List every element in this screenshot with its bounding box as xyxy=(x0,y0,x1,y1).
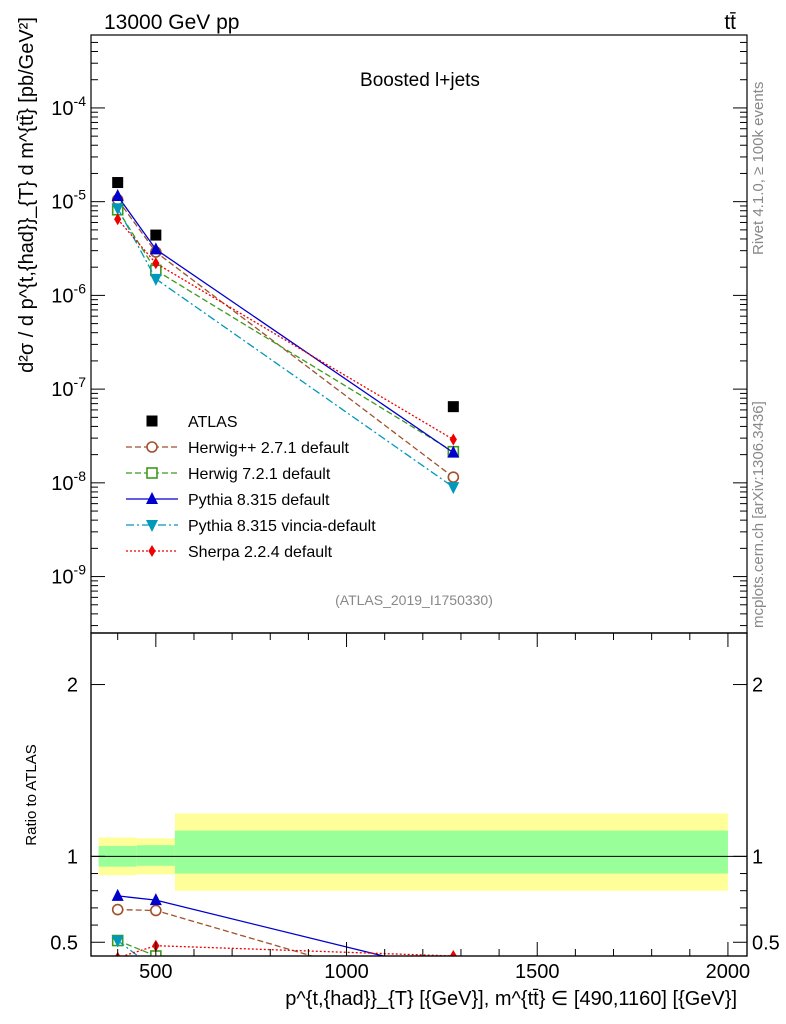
legend-marker-pythia-8-315-vincia-default xyxy=(146,520,158,532)
legend-label-herwig-7-2-1-default: Herwig 7.2.1 default xyxy=(188,466,331,483)
mcplots-label: mcplots.cern.ch [arXiv:1306.3436] xyxy=(750,401,767,628)
legend-marker-atlas xyxy=(146,415,158,427)
rivet-label: Rivet 4.1.0, ≥ 100k events xyxy=(750,82,767,255)
ratio-y-tick-label-right: 2 xyxy=(752,675,763,697)
y-tick-label: 10-6 xyxy=(51,280,86,307)
ratio-plot-frame xyxy=(90,632,748,957)
point-pythia-8-315-vincia-default-2 xyxy=(447,482,460,495)
main-series xyxy=(111,177,460,495)
point-atlas-2 xyxy=(447,401,459,413)
legend-marker-pythia-8-315-default xyxy=(146,492,158,504)
ratio-point-herwig-2-7-1-default-0 xyxy=(111,903,124,916)
main-y-axis-label: d²σ / d p^{t,{had}}_{T} d m^{tt̄} [pb/Ge… xyxy=(16,17,38,373)
ratio-y-tick-label-right: 1 xyxy=(752,846,763,868)
ratio-y-axis-label: Ratio to ATLAS xyxy=(23,744,40,845)
legend-label-herwig-2-7-1-default: Herwig++ 2.7.1 default xyxy=(188,440,350,457)
band-stat-1 xyxy=(136,845,175,866)
point-pythia-8-315-default-1 xyxy=(149,242,162,255)
legend-marker-herwig-2-7-1-default xyxy=(146,441,158,453)
point-pythia-8-315-vincia-default-0 xyxy=(111,203,124,216)
point-sherpa-2-2-4-default-1 xyxy=(152,257,160,270)
ratio-point-pythia-8-315-vincia-default-0 xyxy=(111,935,124,948)
ratio-line-sherpa-2-2-4-default xyxy=(120,945,454,956)
analysis-id: (ATLAS_2019_I1750330) xyxy=(335,592,493,608)
ratio-line-herwig-7-2-1-default xyxy=(117,939,169,956)
x-tick-label: 500 xyxy=(139,961,172,983)
plot-title: Boosted l+jets xyxy=(360,70,480,91)
ratio-point-herwig-7-2-1-default-2 xyxy=(448,966,458,976)
ratio-ticks xyxy=(91,633,747,956)
ratio-point-pythia-8-315-default-0 xyxy=(111,888,124,901)
energy-label: 13000 GeV pp xyxy=(104,11,239,34)
x-tick-label: 1500 xyxy=(515,961,560,983)
ratio-line-pythia-8-315-vincia-default xyxy=(117,940,139,956)
x-tick-label: 2000 xyxy=(706,961,751,983)
point-sherpa-2-2-4-default-0 xyxy=(114,213,122,226)
x-tick-label: 1000 xyxy=(324,961,369,983)
main-y-tick-labels: 10-9 10-8 10-7 10-6 10-5 10-4 xyxy=(51,93,86,589)
legend-label-pythia-8-315-vincia-default: Pythia 8.315 vincia-default xyxy=(188,518,376,535)
x-axis-label: p^{t,{had}}_{T} [{GeV}], m^{tt̄} ∈ [490,… xyxy=(285,988,737,1010)
point-sherpa-2-2-4-default-2 xyxy=(449,433,457,446)
ratio-line-herwig-2-7-1-default xyxy=(117,908,315,956)
legend-marker-herwig-7-2-1-default xyxy=(146,467,158,479)
y-tick-label: 10-4 xyxy=(51,93,86,120)
point-atlas-0 xyxy=(112,177,124,189)
ratio-point-pythia-8-315-default-2 xyxy=(447,966,459,978)
ratio-point-herwig-2-7-1-default-1 xyxy=(150,904,162,917)
process-label: tt̄ xyxy=(724,11,736,34)
series-line-pythia-8-315-default xyxy=(117,195,454,454)
legend: ATLAS Herwig++ 2.7.1 default Herwig 7.2.1 … xyxy=(126,414,376,561)
legend-label-sherpa-2-2-4-default: Sherpa 2.2.4 default xyxy=(188,544,333,561)
legend-label-atlas: ATLAS xyxy=(188,414,238,431)
ratio-point-sherpa-2-2-4-default-2 xyxy=(449,950,457,956)
y-tick-label: 10-9 xyxy=(51,562,86,589)
ratio-y-tick-label-left: 0.5 xyxy=(50,932,78,954)
point-atlas-1 xyxy=(150,229,162,241)
ratio-y-tick-label-left: 2 xyxy=(67,675,78,697)
ratio-y-tick-label-right: 0.5 xyxy=(752,932,780,954)
series-line-herwig-7-2-1-default xyxy=(117,209,454,453)
ratio-bands xyxy=(98,813,728,891)
legend-label-pythia-8-315-default: Pythia 8.315 default xyxy=(188,492,330,509)
point-herwig-2-7-1-default-2 xyxy=(447,471,460,483)
point-pythia-8-315-default-0 xyxy=(111,188,124,201)
point-pythia-8-315-vincia-default-1 xyxy=(149,273,162,286)
y-tick-label: 10-8 xyxy=(51,468,86,495)
ratio-point-pythia-8-315-default-1 xyxy=(149,893,162,906)
ratio-y-tick-label-left: 1 xyxy=(67,846,78,868)
band-stat-2 xyxy=(174,830,728,874)
series-line-sherpa-2-2-4-default xyxy=(117,218,454,441)
y-tick-label: 10-5 xyxy=(51,187,86,214)
main-y-ticks xyxy=(91,41,747,627)
ratio-series xyxy=(111,888,459,978)
y-tick-label: 10-7 xyxy=(51,374,86,401)
point-pythia-8-315-default-2 xyxy=(447,445,460,458)
legend-marker-sherpa-2-2-4-default xyxy=(148,545,156,557)
